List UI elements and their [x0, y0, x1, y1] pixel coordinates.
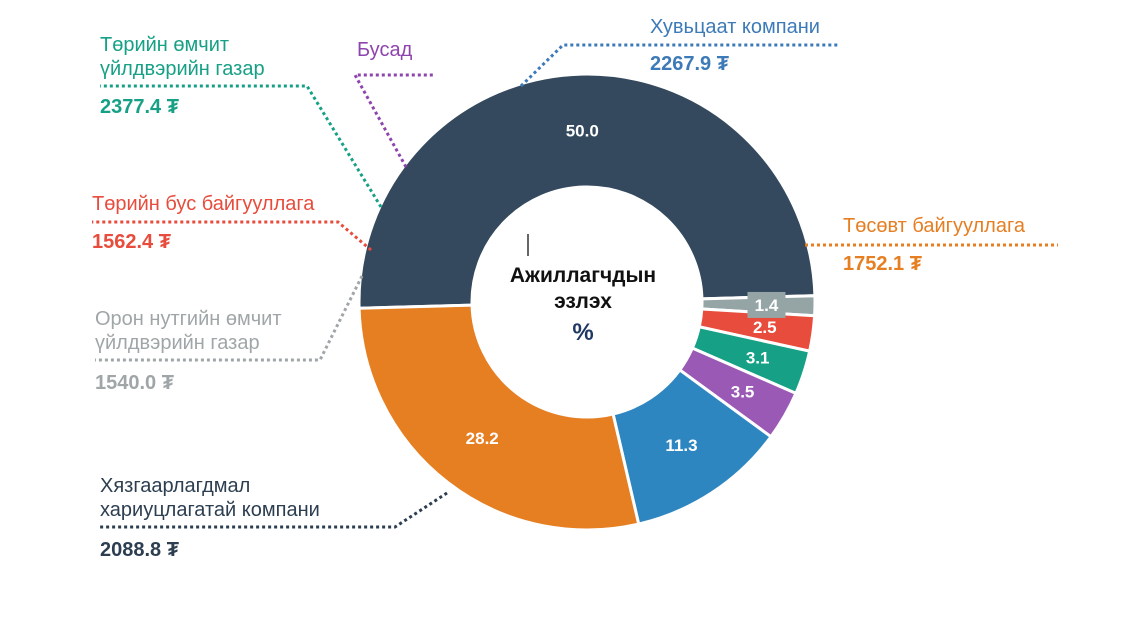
slice-amount-label-6: 1752.1 ₮	[843, 253, 922, 275]
slice-label-bg-1	[747, 291, 786, 318]
slice-6	[357, 303, 641, 532]
slice-name-label-5: Хувьцаат компани	[650, 16, 820, 38]
slice-percent-label-6: 28.2	[466, 429, 499, 448]
leader-line-5	[519, 43, 840, 88]
slice-percent-label-1: 1.4	[755, 296, 779, 315]
slice-name-label-1: Орон нутгийн өмчит үйлдвэрийн газар	[95, 308, 281, 354]
center-label-line-2: эзлэх	[554, 290, 612, 313]
leader-line-0	[100, 491, 448, 529]
slice-name-label-0: Хязгаарлагдмал хариуцлагатай компани	[100, 475, 320, 521]
slice-name-label-3: Төрийн өмчит үйлдвэрийн газар	[100, 34, 265, 80]
center-label-line-1: Ажиллагчдын	[510, 264, 656, 287]
slice-percent-label-0: 50.0	[566, 122, 599, 141]
slice-percent-label-2: 2.5	[753, 318, 777, 337]
center-unit: %	[572, 319, 593, 346]
leader-line-4	[352, 73, 435, 168]
slice-amount-label-0: 2088.8 ₮	[100, 539, 179, 561]
slice-name-label-2: Төрийн бус байгууллага	[92, 193, 315, 215]
slice-0	[357, 72, 817, 310]
leader-line-1	[95, 275, 364, 362]
slice-name-label-6: Төсөвт байгууллага	[843, 215, 1026, 237]
leader-line-2	[92, 220, 372, 252]
slice-amount-label-3: 2377.4 ₮	[100, 96, 179, 118]
slice-percent-label-5: 11.3	[665, 436, 697, 455]
slice-percent-label-4: 3.5	[731, 383, 755, 402]
slice-percent-label-3: 3.1	[746, 349, 770, 368]
slice-amount-label-1: 1540.0 ₮	[95, 372, 174, 394]
slice-amount-label-5: 2267.9 ₮	[650, 53, 729, 75]
slice-amount-label-2: 1562.4 ₮	[92, 231, 171, 253]
slice-name-label-4: Бусад	[357, 39, 413, 61]
